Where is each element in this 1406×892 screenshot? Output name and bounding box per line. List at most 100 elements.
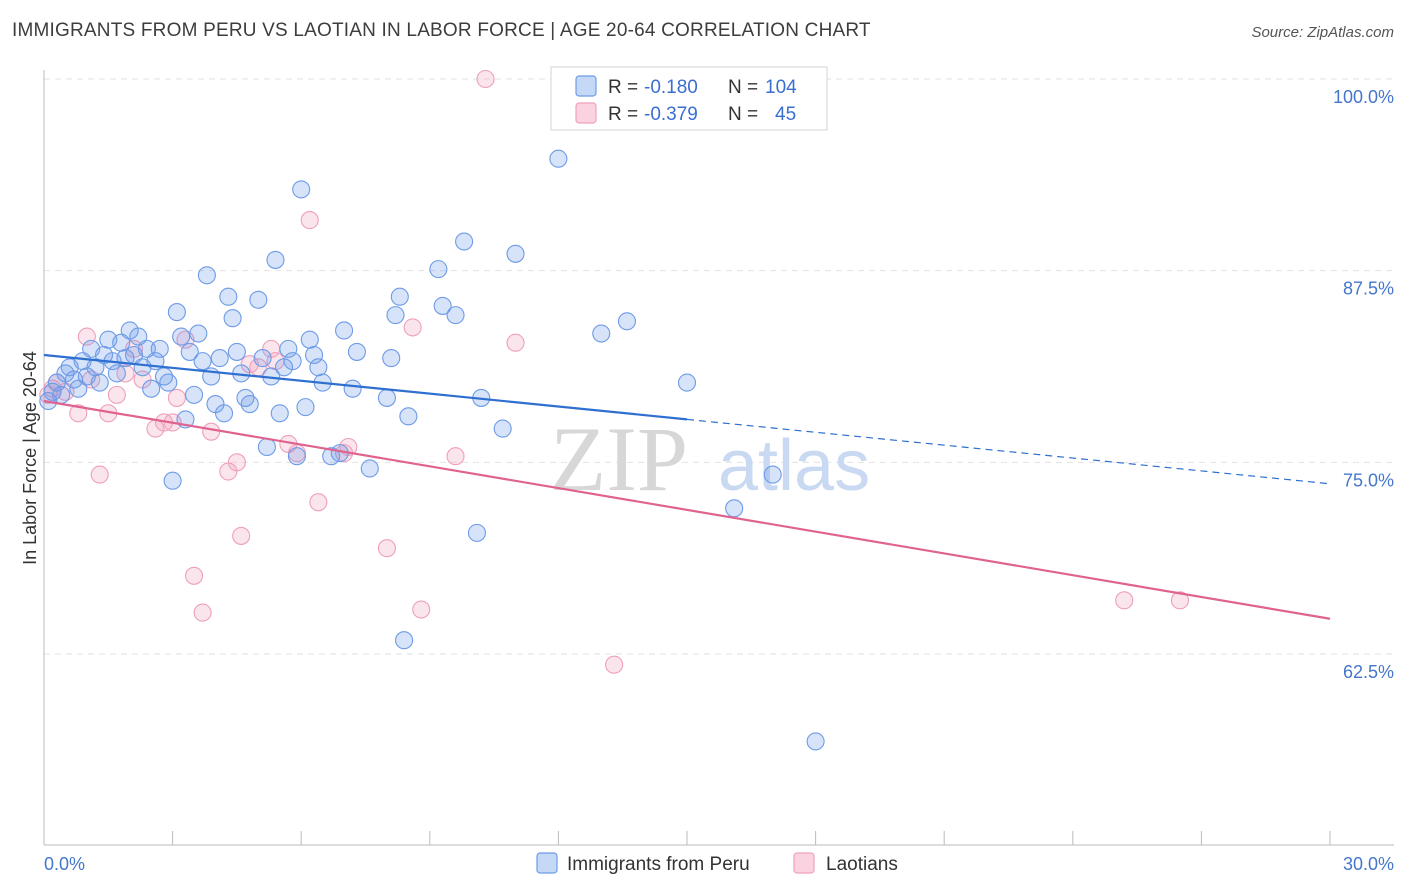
laotians-point [227, 453, 246, 472]
peru-point [592, 324, 611, 343]
peru-points [39, 149, 825, 751]
peru-point [189, 324, 208, 343]
peru-point [150, 339, 169, 358]
y-tick-label: 87.5% [1343, 279, 1394, 299]
peru-point [249, 290, 268, 309]
peru-point [227, 342, 246, 361]
laotians-point [69, 404, 88, 423]
peru-point [343, 379, 362, 398]
bottom-legend-swatch-laotians [793, 852, 815, 874]
laotians-point [300, 211, 319, 230]
peru-point [184, 385, 204, 404]
watermark-atlas: atlas [718, 426, 870, 506]
peru-point [223, 309, 242, 328]
peru-point [193, 352, 212, 371]
laotians-point [309, 493, 328, 512]
laotians-point [412, 600, 431, 619]
peru-point [309, 358, 328, 377]
laotians-point [107, 385, 126, 404]
peru-point [763, 465, 782, 484]
laotians-point [605, 655, 624, 674]
peru-point [347, 342, 366, 361]
peru-point [107, 364, 126, 383]
peru-point [399, 407, 418, 426]
peru-point [287, 447, 306, 466]
laotians-point [377, 539, 396, 558]
peru-point [137, 339, 156, 358]
source-note: Source: ZipAtlas.com [1251, 24, 1394, 41]
peru-point [197, 266, 216, 285]
peru-point [360, 459, 379, 478]
peru-point [386, 306, 405, 325]
peru-point [433, 296, 452, 315]
laotians-point [232, 526, 251, 545]
peru-point [725, 499, 744, 518]
laotians-point [193, 603, 212, 622]
peru-point [257, 437, 276, 457]
peru-trend-line [43, 353, 688, 421]
peru-point [159, 373, 178, 392]
chart-title: IMMIGRANTS FROM PERU VS LAOTIAN IN LABOR… [12, 20, 871, 41]
peru-point [617, 312, 637, 331]
peru-point [446, 306, 465, 325]
peru-point [270, 404, 289, 423]
peru-point [172, 327, 191, 346]
peru-point [806, 732, 825, 751]
legend-n-label-laotians: N = [728, 104, 758, 125]
peru-point [455, 232, 474, 251]
peru-point [266, 250, 285, 269]
y-tick-label: 100.0% [1333, 87, 1394, 107]
peru-point [142, 379, 161, 398]
laotians-point [476, 69, 495, 89]
laotians-point [184, 566, 204, 585]
laotians-point [506, 333, 525, 352]
legend-r-label-peru: R = [608, 77, 638, 98]
peru-point [300, 330, 319, 349]
peru-point [240, 395, 259, 414]
peru-point [335, 321, 354, 340]
laotians-point [446, 447, 465, 466]
y-tick-label: 75.0% [1343, 470, 1394, 490]
bottom-legend-label-peru: Immigrants from Peru [567, 854, 750, 875]
peru-point [90, 373, 109, 392]
y-tick-labels: 62.5% 75.0% 87.5% 100.0% [1333, 87, 1394, 682]
peru-point [467, 523, 487, 542]
legend-r-value-laotians: -0.379 [644, 104, 698, 125]
peru-point [429, 260, 448, 279]
y-tick-label: 62.5% [1343, 662, 1394, 682]
laotians-point [167, 388, 186, 407]
peru-point [219, 287, 238, 306]
peru-point [167, 303, 186, 322]
peru-point [377, 388, 396, 407]
x-tick-max: 30.0% [1343, 854, 1394, 874]
series-legend: Immigrants from Peru Laotians [536, 852, 898, 875]
laotians-point [1170, 591, 1190, 610]
stats-legend: R = -0.180 N = 104 R = -0.379 N = 45 [550, 66, 828, 131]
peru-point [677, 373, 697, 392]
peru-point [493, 419, 512, 438]
peru-point [253, 349, 272, 368]
peru-point [283, 352, 302, 371]
legend-r-value-peru: -0.180 [644, 77, 698, 98]
watermark-zip: ZIP [550, 408, 688, 510]
laotians-trend-line [43, 399, 1331, 620]
legend-r-label-laotians: R = [608, 104, 638, 125]
peru-point [395, 631, 414, 650]
peru-point [292, 180, 311, 199]
legend-n-value-peru: 104 [765, 77, 797, 98]
trend-lines [43, 353, 1331, 620]
laotians-point [202, 422, 221, 441]
x-tick-min: 0.0% [44, 854, 85, 874]
bottom-legend-swatch-peru [536, 852, 558, 874]
peru-point [69, 379, 88, 398]
peru-point [52, 385, 71, 404]
laotians-point [90, 465, 109, 484]
peru-point [390, 287, 409, 306]
peru-point [163, 471, 182, 490]
laotians-point [1115, 591, 1134, 610]
y-axis-label: In Labor Force | Age 20-64 [20, 351, 40, 565]
peru-point [382, 349, 401, 368]
peru-point [296, 398, 315, 417]
peru-point [506, 244, 525, 263]
